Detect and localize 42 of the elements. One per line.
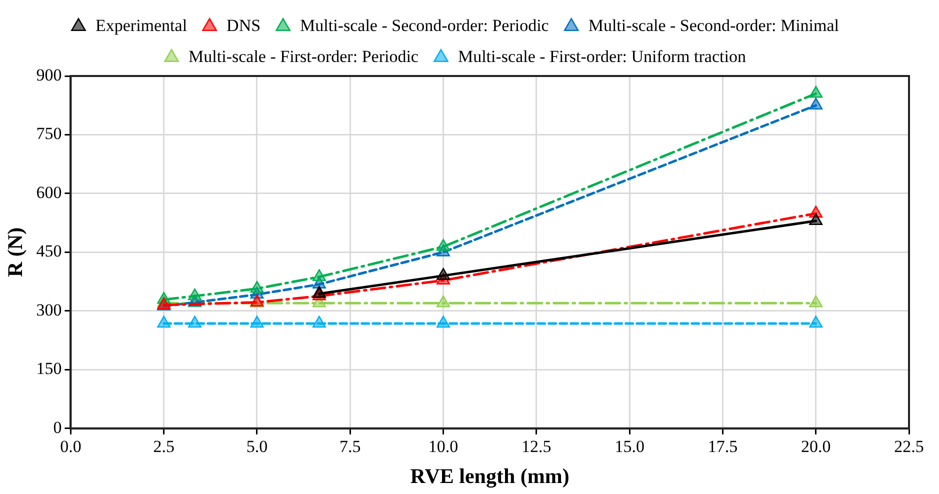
x-tick-label: 17.5 bbox=[708, 437, 738, 456]
point bbox=[312, 316, 326, 328]
legend-label: Multi-scale - First-order: Periodic bbox=[188, 46, 419, 66]
x-tick-label: 22.5 bbox=[894, 437, 924, 456]
y-tick-label: 600 bbox=[36, 182, 62, 202]
point bbox=[809, 98, 823, 110]
point bbox=[157, 316, 171, 328]
point bbox=[436, 316, 450, 328]
y-axis-title: R (N) bbox=[3, 227, 28, 277]
point bbox=[188, 316, 202, 328]
point bbox=[312, 269, 326, 282]
y-tick-label: 0 bbox=[53, 418, 62, 437]
x-tick-label: 5.0 bbox=[246, 437, 268, 456]
x-tick-label: 0.0 bbox=[60, 437, 82, 456]
point bbox=[312, 286, 326, 298]
legend-label: DNS bbox=[226, 16, 261, 35]
point bbox=[809, 316, 823, 328]
point bbox=[188, 288, 202, 300]
point bbox=[250, 316, 264, 328]
legend-label: Multi-scale - Second-order: Minimal bbox=[588, 16, 840, 35]
point bbox=[436, 239, 450, 251]
legend-label: Multi-scale - Second-order: Periodic bbox=[300, 16, 550, 35]
y-tick-label: 150 bbox=[36, 359, 62, 378]
x-tick-label: 7.5 bbox=[340, 437, 361, 456]
y-tick-label: 750 bbox=[36, 124, 62, 144]
x-tick-label: 2.5 bbox=[153, 437, 174, 456]
x-tick-label: 15.0 bbox=[614, 437, 644, 456]
point bbox=[436, 295, 450, 308]
legend-label: Multi-scale - First-order: Uniform traction bbox=[458, 46, 746, 66]
x-tick-label: 20.0 bbox=[800, 437, 831, 456]
y-tick-label: 450 bbox=[36, 242, 62, 261]
point bbox=[436, 268, 450, 280]
legend-label: Experimental bbox=[95, 16, 188, 35]
point bbox=[809, 295, 823, 308]
x-tick-label: 10.0 bbox=[428, 437, 458, 456]
x-axis-title: RVE length (mm) bbox=[410, 464, 570, 488]
y-tick-label: 900 bbox=[36, 65, 62, 84]
point bbox=[809, 86, 823, 98]
point bbox=[809, 213, 823, 226]
x-tick-label: 12.5 bbox=[522, 437, 552, 456]
y-tick-label: 300 bbox=[36, 300, 62, 320]
point bbox=[250, 280, 264, 293]
